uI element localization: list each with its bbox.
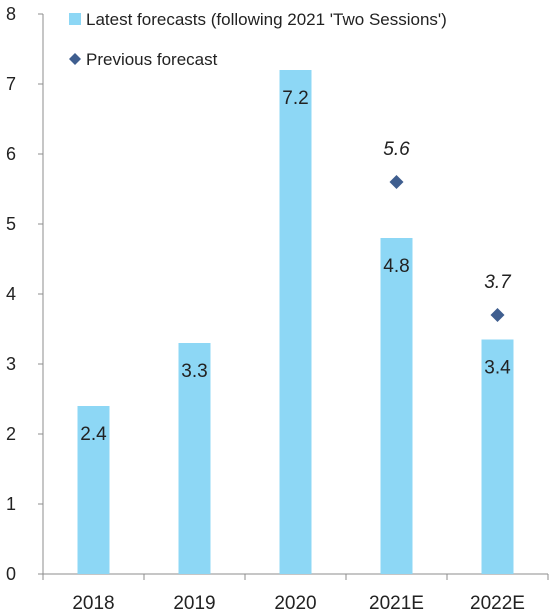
y-tick-label: 8 bbox=[6, 4, 16, 24]
legend-swatch-previous bbox=[69, 53, 81, 65]
bar-value-label: 3.4 bbox=[484, 358, 511, 379]
bar-value-label: 2.4 bbox=[80, 424, 107, 445]
x-tick-label: 2021E bbox=[369, 593, 424, 614]
bar-2020 bbox=[279, 70, 312, 574]
y-tick-label: 4 bbox=[6, 284, 16, 304]
previous-forecast-label: 5.6 bbox=[383, 139, 410, 160]
previous-forecast-marker bbox=[389, 175, 404, 189]
y-tick-label: 7 bbox=[6, 74, 16, 94]
bar-2022E bbox=[481, 339, 514, 574]
y-tick-label: 5 bbox=[6, 214, 16, 234]
legend: Latest forecasts (following 2021 'Two Se… bbox=[69, 10, 447, 69]
bar-value-label: 4.8 bbox=[383, 256, 409, 277]
previous-forecast-marker bbox=[490, 308, 505, 322]
previous-forecast-series bbox=[389, 175, 505, 322]
bar-value-label: 7.2 bbox=[282, 88, 308, 109]
bar-2021E bbox=[380, 238, 413, 574]
y-tick-label: 0 bbox=[6, 564, 16, 584]
legend-swatch-latest bbox=[69, 13, 81, 25]
bar-value-label: 3.3 bbox=[181, 361, 207, 382]
bar-2019 bbox=[178, 343, 211, 574]
y-tick-label: 2 bbox=[6, 424, 16, 444]
x-tick-label: 2020 bbox=[274, 593, 316, 614]
x-tick-label: 2022E bbox=[470, 593, 525, 614]
legend-label-previous: Previous forecast bbox=[86, 50, 218, 69]
bar-2018 bbox=[77, 406, 110, 574]
previous-forecast-label: 3.7 bbox=[484, 272, 512, 293]
x-tick-label: 2018 bbox=[72, 593, 114, 614]
bar-series bbox=[77, 70, 514, 574]
y-tick-label: 6 bbox=[6, 144, 16, 164]
y-tick-label: 1 bbox=[6, 494, 16, 514]
y-tick-label: 3 bbox=[6, 354, 16, 374]
x-tick-label: 2019 bbox=[173, 593, 215, 614]
legend-label-latest: Latest forecasts (following 2021 'Two Se… bbox=[86, 10, 447, 29]
data-labels: 2.4 3.3 7.2 4.8 3.4 5.6 3.7 bbox=[80, 88, 512, 445]
axes: 0 1 2 3 4 5 6 7 8 2018 2019 2020 2021E 2022E bbox=[6, 4, 549, 614]
